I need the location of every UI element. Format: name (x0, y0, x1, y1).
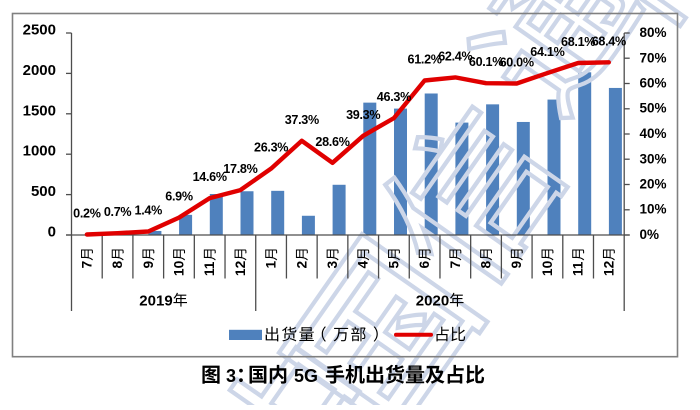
svg-text:64.1%: 64.1% (530, 45, 564, 59)
svg-text:10: 10 (172, 260, 187, 276)
svg-text:14.6%: 14.6% (193, 170, 227, 184)
svg-text:6.9%: 6.9% (165, 190, 193, 204)
svg-text:8: 8 (479, 261, 494, 269)
svg-text:1.4%: 1.4% (135, 204, 163, 218)
svg-text:0.7%: 0.7% (104, 205, 132, 219)
svg-text:2020: 2020 (416, 292, 449, 309)
svg-text:26.3%: 26.3% (254, 141, 288, 155)
svg-text:6: 6 (417, 261, 432, 269)
svg-text:12: 12 (601, 260, 616, 276)
svg-text:1: 1 (264, 261, 279, 269)
svg-text:62.4%: 62.4% (438, 49, 472, 63)
svg-text:2: 2 (294, 261, 309, 269)
svg-text:0: 0 (48, 224, 56, 241)
svg-text:17.8%: 17.8% (223, 162, 257, 176)
svg-text:8: 8 (110, 261, 125, 269)
svg-text:1000: 1000 (23, 143, 56, 160)
svg-text:40%: 40% (640, 126, 667, 141)
svg-text:50%: 50% (640, 101, 667, 116)
svg-text:1500: 1500 (23, 102, 56, 119)
svg-text:2019: 2019 (139, 292, 172, 309)
svg-text:0.2%: 0.2% (73, 207, 101, 221)
svg-text:70%: 70% (640, 50, 667, 65)
svg-text:500: 500 (31, 183, 56, 200)
svg-text:10: 10 (540, 260, 555, 276)
svg-text:61.2%: 61.2% (407, 53, 441, 67)
svg-text:12: 12 (233, 260, 248, 276)
svg-text:30%: 30% (640, 151, 667, 166)
svg-text:46.3%: 46.3% (377, 90, 411, 104)
svg-text:5G: 5G (294, 366, 318, 386)
svg-text:39.3%: 39.3% (346, 108, 380, 122)
svg-text:37.3%: 37.3% (285, 113, 319, 127)
svg-text:60%: 60% (640, 76, 667, 91)
svg-text:0%: 0% (640, 227, 660, 242)
svg-text:7: 7 (448, 261, 463, 269)
svg-text:60.1%: 60.1% (469, 55, 503, 69)
svg-text:11: 11 (202, 261, 217, 276)
svg-text:9: 9 (141, 261, 156, 269)
svg-text:60.0%: 60.0% (500, 56, 534, 70)
svg-text:2000: 2000 (23, 62, 56, 79)
svg-text:2500: 2500 (23, 22, 56, 39)
svg-text:10%: 10% (640, 202, 667, 217)
svg-text:3: 3 (226, 366, 236, 386)
svg-text:9: 9 (509, 261, 524, 269)
svg-text:4: 4 (356, 261, 371, 269)
svg-text:3: 3 (325, 261, 340, 269)
svg-text:7: 7 (79, 261, 94, 269)
svg-text:28.6%: 28.6% (315, 135, 349, 149)
svg-text:20%: 20% (640, 177, 667, 192)
svg-text:68.4%: 68.4% (592, 34, 626, 48)
svg-text:11: 11 (571, 261, 586, 276)
svg-text:80%: 80% (640, 25, 667, 40)
svg-text:5: 5 (386, 261, 401, 269)
svg-text:68.1%: 68.1% (561, 35, 595, 49)
